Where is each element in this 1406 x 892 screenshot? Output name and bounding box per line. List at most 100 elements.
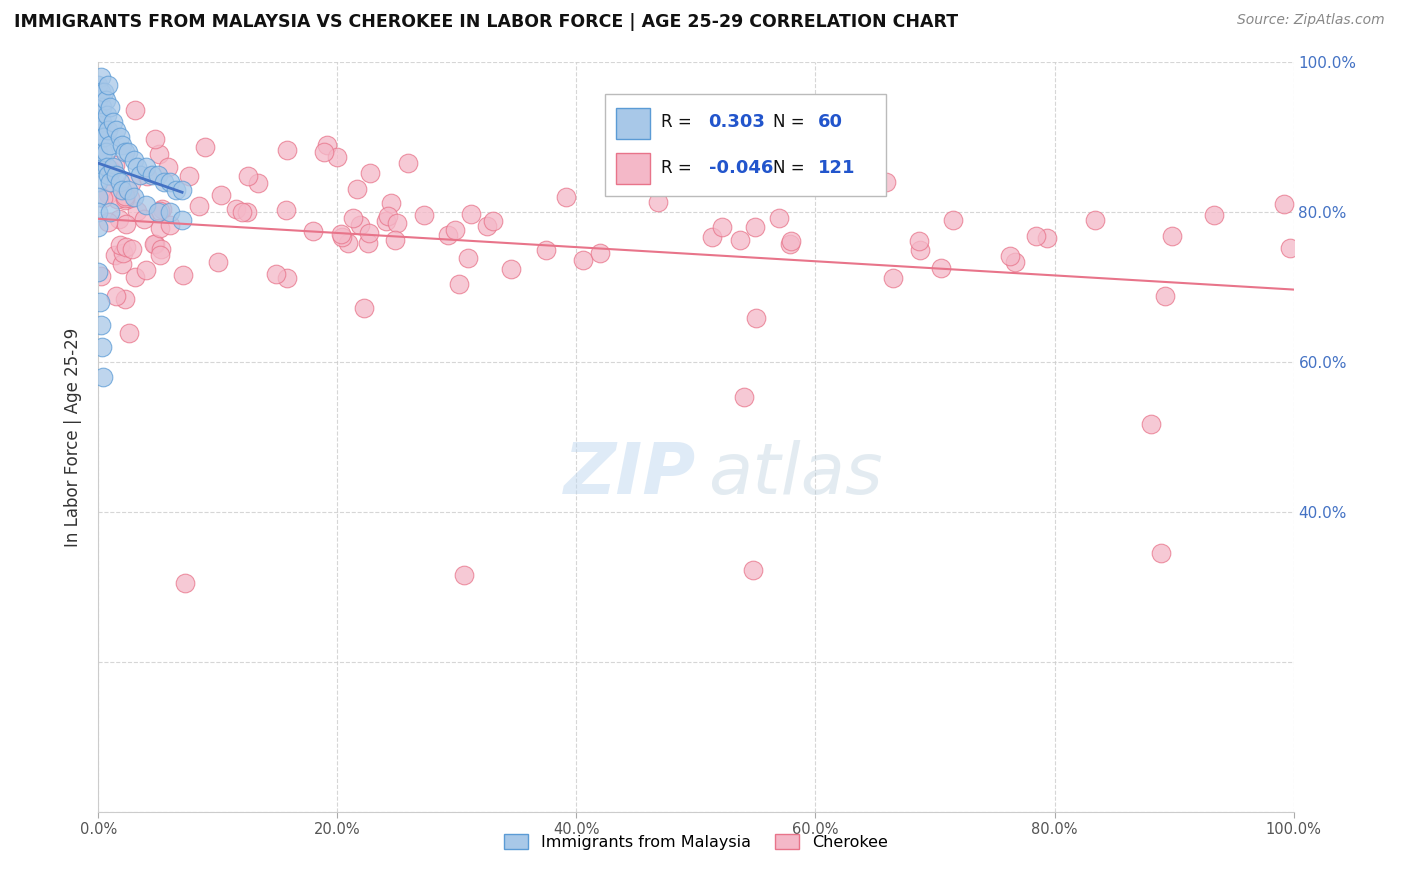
Point — [349, 218, 371, 232]
Point — [91, 145, 114, 160]
Point — [124, 103, 146, 117]
Point — [114, 191, 136, 205]
Point — [98, 205, 122, 219]
Point — [482, 214, 505, 228]
Point — [1204, 208, 1226, 222]
Point — [312, 145, 335, 160]
Point — [1025, 229, 1047, 244]
Point — [730, 233, 752, 247]
Point — [357, 236, 380, 251]
Point — [159, 218, 181, 232]
Point — [1000, 249, 1022, 263]
Point — [942, 213, 965, 227]
Point — [91, 191, 114, 205]
Point — [534, 243, 557, 257]
Text: R =: R = — [661, 113, 692, 131]
Point — [105, 192, 128, 206]
Point — [353, 301, 375, 315]
Point — [209, 188, 232, 202]
FancyBboxPatch shape — [616, 108, 650, 139]
Point — [377, 209, 399, 223]
Point — [359, 166, 381, 180]
Point — [236, 169, 259, 183]
FancyBboxPatch shape — [616, 153, 650, 184]
Text: N =: N = — [773, 159, 804, 177]
Point — [111, 137, 134, 152]
Point — [117, 183, 139, 197]
Point — [412, 208, 434, 222]
Point — [449, 277, 471, 291]
Point — [124, 269, 146, 284]
Point — [274, 202, 297, 217]
Point — [231, 205, 253, 219]
Point — [453, 568, 475, 582]
Point — [1004, 254, 1026, 268]
Text: 60: 60 — [818, 113, 844, 131]
Point — [384, 234, 406, 248]
Point — [875, 175, 897, 189]
Legend: Immigrants from Malaysia, Cherokee: Immigrants from Malaysia, Cherokee — [498, 827, 894, 856]
Point — [187, 199, 209, 213]
Point — [129, 168, 152, 182]
Point — [107, 211, 129, 226]
Point — [153, 175, 176, 189]
Point — [87, 190, 110, 204]
Point — [172, 212, 194, 227]
Point — [93, 130, 115, 145]
Point — [94, 145, 117, 160]
Point — [276, 143, 298, 157]
Point — [135, 161, 157, 175]
Point — [929, 260, 952, 275]
Point — [87, 145, 110, 160]
Point — [101, 115, 124, 129]
Point — [357, 226, 380, 240]
Point — [908, 235, 931, 249]
Point — [93, 86, 115, 100]
Point — [114, 240, 136, 254]
Point — [744, 220, 766, 235]
Point — [172, 183, 194, 197]
Point — [710, 220, 733, 235]
Text: -0.046: -0.046 — [709, 159, 773, 177]
Point — [97, 214, 120, 228]
Point — [742, 563, 765, 577]
Point — [165, 183, 187, 197]
Point — [337, 236, 360, 251]
Point — [1154, 289, 1177, 303]
Point — [96, 161, 118, 175]
Point — [700, 230, 723, 244]
Point — [91, 340, 114, 354]
Point — [105, 168, 128, 182]
Point — [120, 176, 142, 190]
Point — [152, 202, 174, 217]
Point — [1139, 417, 1161, 432]
Point — [149, 247, 172, 261]
Point — [1150, 546, 1173, 560]
Point — [90, 86, 112, 100]
Point — [108, 175, 131, 189]
Text: 0.303: 0.303 — [709, 113, 765, 131]
Text: IMMIGRANTS FROM MALAYSIA VS CHEROKEE IN LABOR FORCE | AGE 25-29 CORRELATION CHAR: IMMIGRANTS FROM MALAYSIA VS CHEROKEE IN … — [14, 13, 957, 31]
Point — [207, 255, 229, 269]
Point — [100, 163, 122, 178]
Point — [91, 130, 114, 145]
Point — [115, 217, 138, 231]
Point — [108, 130, 131, 145]
Text: R =: R = — [661, 159, 692, 177]
Point — [555, 190, 578, 204]
Point — [768, 211, 790, 225]
Point — [91, 100, 114, 114]
Point — [276, 271, 298, 285]
Point — [437, 227, 460, 242]
Point — [159, 205, 181, 219]
Point — [125, 204, 148, 219]
Point — [87, 108, 110, 122]
Point — [149, 220, 172, 235]
Point — [87, 78, 110, 92]
Text: atlas: atlas — [709, 440, 883, 509]
Point — [172, 268, 194, 282]
Point — [111, 183, 134, 197]
Point — [145, 236, 167, 251]
Point — [124, 153, 146, 167]
Text: ZIP: ZIP — [564, 440, 696, 509]
